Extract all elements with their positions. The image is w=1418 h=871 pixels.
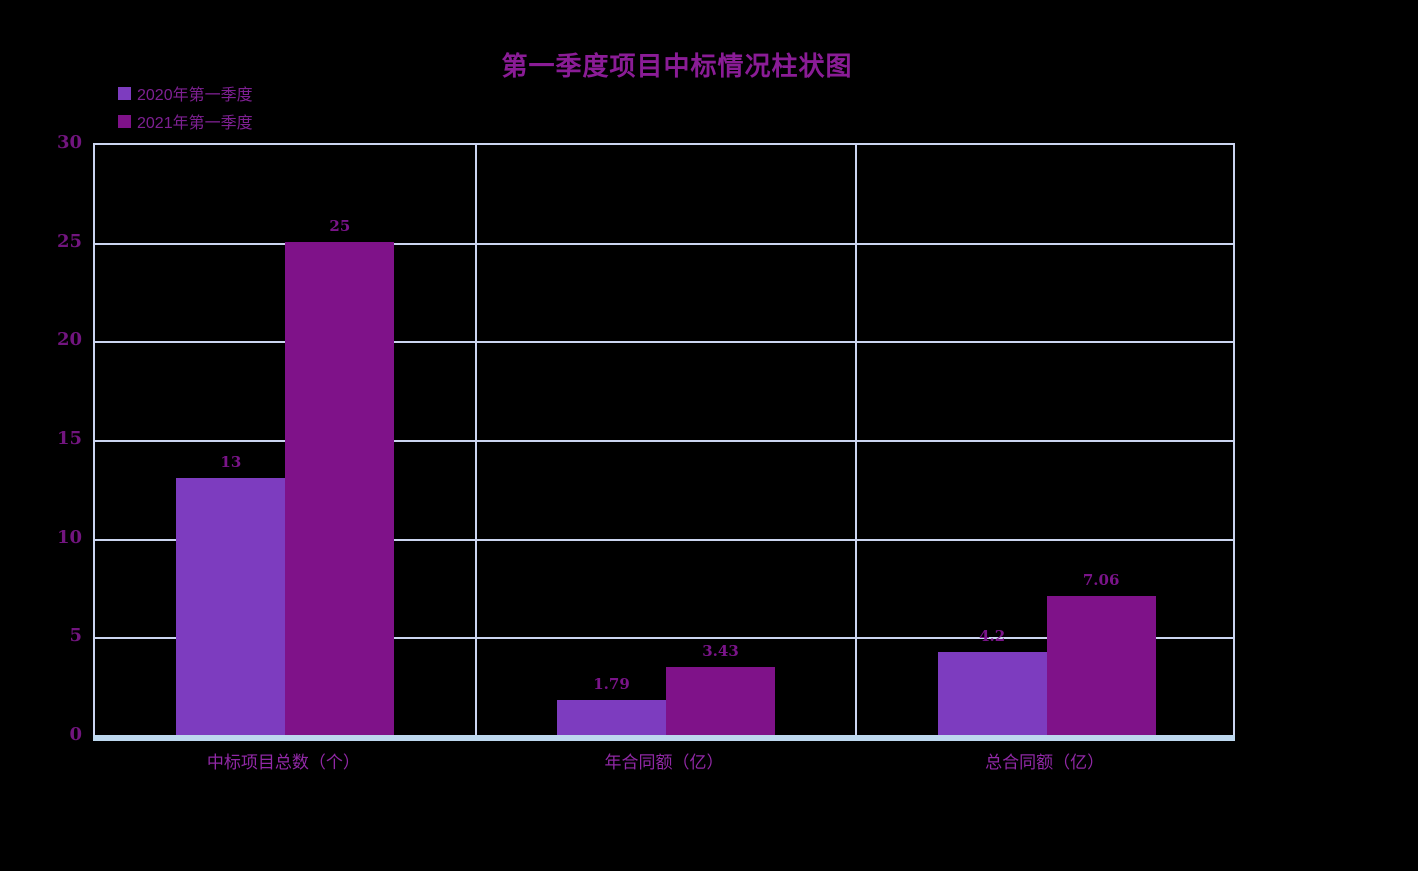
legend-label-series-1: 2020年第一季度 — [137, 87, 253, 104]
x-axis-category-label: 年合同额（亿） — [604, 753, 724, 772]
x-axis-line — [93, 735, 1235, 741]
x-axis-category-label: 总合同额（亿） — [985, 753, 1105, 772]
gridline — [95, 538, 1233, 541]
bar-value-label: 25 — [329, 216, 351, 235]
bar-value-label: 13 — [220, 453, 242, 472]
legend-label-series-2: 2021年第一季度 — [137, 115, 253, 132]
bar-value-label: 7.06 — [1082, 570, 1120, 589]
x-axis-category-label: 中标项目总数（个） — [206, 753, 360, 772]
y-axis-tick-label: 20 — [56, 329, 82, 351]
gridline — [95, 637, 1233, 640]
gridline — [95, 341, 1233, 344]
y-axis-tick-label: 15 — [56, 428, 82, 449]
bar-2020年第一季度-年合同额（亿）[interactable] — [557, 699, 666, 735]
y-axis-tick-label: 5 — [69, 625, 82, 647]
bar-2020年第一季度-中标项目总数（个）[interactable] — [176, 478, 286, 735]
gridline — [95, 242, 1233, 245]
bar-2021年第一季度-中标项目总数（个）[interactable] — [285, 241, 395, 735]
legend-swatch-icon — [118, 86, 131, 100]
y-axis-tick-label: 30 — [56, 132, 82, 153]
bar-value-label: 1.79 — [593, 674, 630, 693]
chart-title: 第一季度项目中标情况柱状图 — [501, 51, 853, 81]
y-axis-tick-label: 0 — [69, 724, 82, 745]
legend-item-series-2[interactable]: 2021年第一季度 — [118, 107, 253, 135]
legend-swatch-icon — [118, 114, 131, 128]
legend: 2020年第一季度 2021年第一季度 — [118, 79, 253, 135]
plot-area — [93, 143, 1235, 735]
y-axis-tick-label: 25 — [56, 230, 82, 252]
bar-value-label: 3.43 — [702, 642, 739, 661]
bar-2020年第一季度-总合同额（亿）[interactable] — [937, 652, 1047, 735]
category-divider — [474, 145, 477, 735]
category-divider — [855, 145, 858, 735]
bar-2021年第一季度-总合同额（亿）[interactable] — [1046, 595, 1156, 735]
bar-value-label: 4.2 — [979, 627, 1006, 646]
y-axis-tick-label: 10 — [56, 526, 82, 548]
gridline — [95, 440, 1233, 442]
bar-2021年第一季度-年合同额（亿）[interactable] — [666, 667, 775, 735]
legend-item-series-1[interactable]: 2020年第一季度 — [118, 79, 253, 107]
